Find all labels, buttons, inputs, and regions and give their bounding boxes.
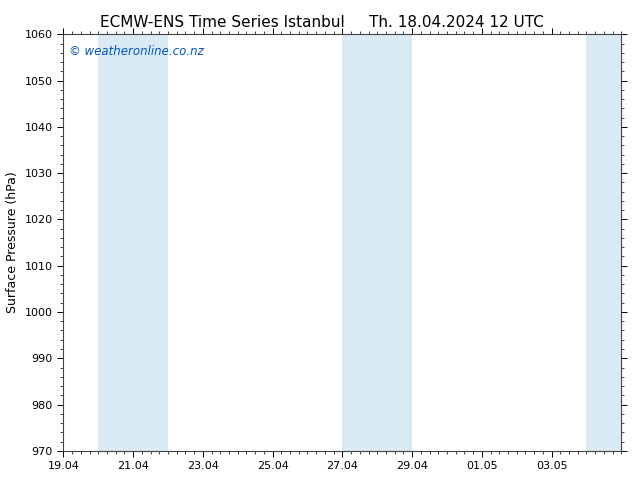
Bar: [115, 34, 168, 451]
Y-axis label: Surface Pressure (hPa): Surface Pressure (hPa): [6, 172, 19, 314]
Bar: [377, 34, 412, 451]
Bar: [586, 34, 621, 451]
Text: Th. 18.04.2024 12 UTC: Th. 18.04.2024 12 UTC: [369, 15, 544, 30]
Bar: [98, 34, 116, 451]
Bar: [342, 34, 377, 451]
Text: © weatheronline.co.nz: © weatheronline.co.nz: [69, 45, 204, 58]
Text: ECMW-ENS Time Series Istanbul: ECMW-ENS Time Series Istanbul: [100, 15, 344, 30]
